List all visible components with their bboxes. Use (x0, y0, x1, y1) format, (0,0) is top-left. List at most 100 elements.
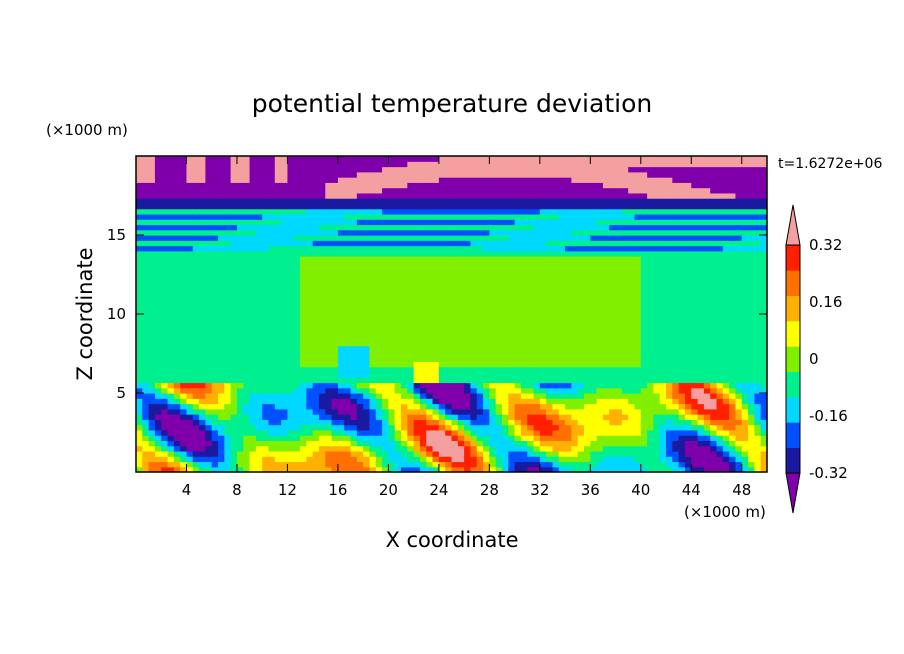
field-cell (419, 429, 427, 436)
field-cell (394, 329, 402, 336)
field-cell (584, 461, 591, 468)
field-cell (426, 298, 434, 305)
field-cell (306, 282, 314, 289)
field-cell (394, 314, 402, 320)
field-cell (211, 213, 219, 220)
field-cell (350, 419, 358, 426)
field-cell (445, 366, 453, 373)
field-cell (596, 171, 604, 178)
field-cell (653, 250, 661, 257)
field-cell (186, 187, 194, 194)
field-cell (438, 182, 446, 189)
field-cell (483, 461, 490, 468)
field-cell (602, 435, 610, 441)
field-cell (388, 287, 396, 294)
field-cell (167, 466, 175, 472)
field-cell (407, 440, 415, 447)
field-cell (483, 350, 490, 357)
field-cell (255, 235, 263, 241)
field-cell (331, 440, 339, 447)
field-cell (621, 208, 629, 215)
field-cell (363, 298, 371, 305)
field-cell (224, 429, 232, 436)
field-cell (407, 393, 415, 399)
field-cell (602, 298, 610, 305)
field-cell (136, 377, 143, 384)
field-cell (136, 398, 143, 405)
field-cell (615, 203, 623, 210)
field-cell (236, 450, 244, 457)
field-cell (224, 171, 232, 178)
field-cell (369, 177, 377, 183)
field-cell (609, 440, 617, 447)
field-cell (205, 461, 213, 468)
field-cell (590, 445, 598, 452)
field-cell (457, 461, 465, 468)
field-cell (602, 398, 610, 405)
field-cell (470, 229, 478, 236)
field-cell (363, 377, 371, 384)
field-cell (142, 408, 150, 415)
field-cell (451, 292, 459, 299)
field-cell (287, 319, 295, 326)
field-cell (476, 245, 484, 252)
field-cell (154, 403, 162, 410)
field-cell (615, 256, 623, 262)
field-cell (243, 298, 251, 305)
field-cell (337, 261, 345, 268)
field-cell (565, 461, 572, 468)
field-cell (154, 219, 162, 226)
field-cell (205, 393, 213, 399)
field-cell (136, 466, 143, 472)
field-cell (262, 329, 270, 336)
field-cell (634, 213, 642, 220)
field-cell (401, 271, 408, 278)
field-cell (318, 387, 326, 394)
field-cell (438, 287, 446, 294)
field-cell (142, 424, 150, 431)
field-cell (205, 213, 213, 220)
field-cell (318, 440, 326, 447)
field-cell (236, 414, 244, 420)
field-cell (148, 229, 156, 236)
field-cell (306, 298, 314, 305)
field-cell (281, 203, 289, 210)
field-cell (161, 466, 169, 472)
field-cell (262, 429, 270, 436)
field-cell (262, 198, 270, 204)
field-cell (356, 171, 364, 178)
field-cell (584, 382, 591, 389)
field-cell (363, 303, 371, 310)
field-cell (224, 356, 232, 362)
field-cell (609, 256, 617, 262)
field-cell (457, 329, 465, 336)
field-cell (262, 224, 270, 231)
field-cell (476, 408, 484, 415)
field-cell (331, 335, 339, 341)
field-cell (173, 445, 181, 452)
field-cell (161, 345, 169, 352)
field-cell (318, 235, 326, 241)
field-cell (300, 319, 307, 326)
field-cell (609, 245, 617, 252)
field-cell (584, 219, 591, 226)
field-cell (148, 213, 156, 220)
field-cell (173, 229, 181, 236)
field-cell (154, 171, 162, 178)
field-cell (180, 161, 188, 168)
field-cell (483, 261, 490, 268)
field-cell (609, 192, 617, 199)
field-cell (508, 298, 516, 305)
field-cell (224, 303, 232, 310)
field-cell (356, 356, 364, 362)
field-cell (356, 256, 364, 262)
field-cell (577, 329, 585, 336)
field-cell (186, 298, 194, 305)
field-cell (565, 456, 572, 463)
field-cell (331, 303, 339, 310)
field-cell (356, 266, 364, 273)
field-cell (413, 192, 421, 199)
field-cell (407, 208, 415, 215)
field-cell (634, 208, 642, 215)
field-cell (501, 429, 509, 436)
